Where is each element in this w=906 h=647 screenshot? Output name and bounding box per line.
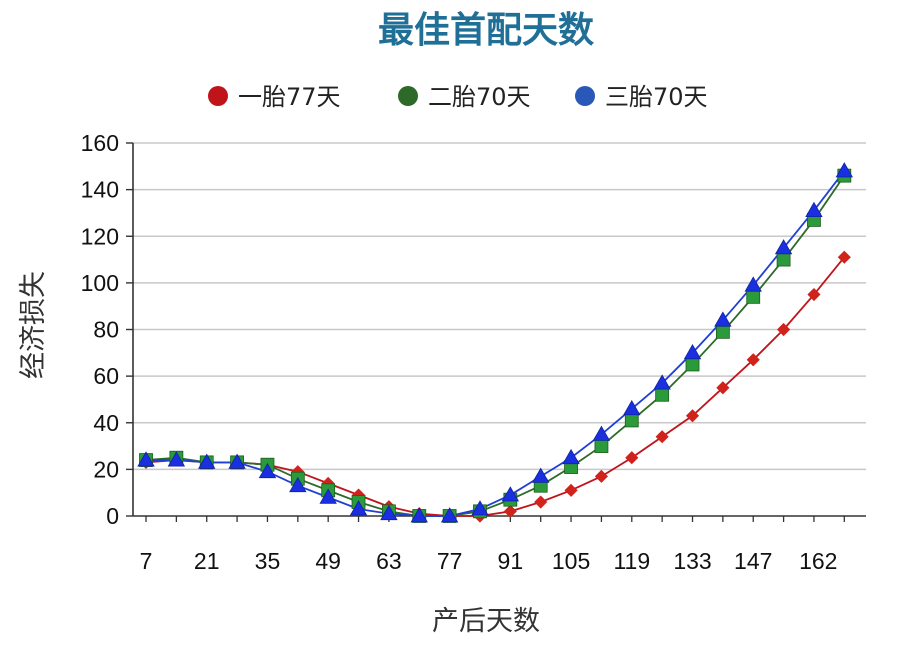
data-point-triangle — [167, 451, 186, 467]
x-tick-label: 63 — [376, 548, 402, 574]
legend-label: 二胎70天 — [428, 83, 531, 111]
y-tick-label: 0 — [106, 503, 119, 529]
data-point-triangle — [774, 239, 793, 255]
data-point-triangle — [623, 399, 641, 416]
x-tick-label: 7 — [140, 548, 153, 574]
data-point-square — [594, 439, 609, 453]
y-tick-label: 120 — [81, 223, 119, 249]
legend: 一胎77天 二胎70天 三胎70天 — [208, 83, 708, 111]
data-point-square — [624, 413, 639, 428]
data-point-triangle — [440, 507, 459, 523]
data-point-triangle — [501, 486, 520, 502]
legend-marker — [398, 86, 418, 106]
series-line — [145, 175, 846, 517]
data-point-diamond — [807, 287, 821, 302]
data-point-diamond — [655, 430, 669, 444]
y-tick-label: 140 — [81, 177, 119, 203]
data-point-square — [776, 252, 791, 267]
x-tick-label: 77 — [437, 548, 463, 574]
x-tick-label: 133 — [673, 548, 711, 574]
data-point-diamond — [716, 381, 730, 395]
x-tick-label: 91 — [498, 548, 524, 574]
x-tick-label: 162 — [799, 548, 837, 574]
legend-item: 二胎70天 — [398, 83, 531, 111]
data-point-triangle — [562, 448, 580, 465]
x-tick-label: 147 — [734, 548, 772, 574]
series-square — [145, 175, 846, 517]
data-point-diamond — [685, 409, 700, 423]
data-point-square — [655, 387, 670, 402]
data-point-diamond — [503, 504, 517, 518]
y-tick-label: 40 — [93, 410, 119, 436]
data-point-triangle — [805, 201, 823, 218]
data-point-triangle — [683, 344, 702, 360]
data-point-triangle — [319, 488, 337, 504]
legend-item: 三胎70天 — [575, 83, 708, 111]
data-point-diamond — [837, 250, 851, 264]
x-tick-label: 119 — [613, 548, 650, 574]
legend-marker — [575, 86, 595, 106]
grid — [133, 142, 866, 471]
y-ticks: 0 20 40 60 80 100 120 140 160 — [81, 130, 133, 529]
series-markers-diamond — [139, 250, 851, 523]
series-line — [145, 256, 846, 517]
x-tick-label: 105 — [552, 548, 590, 574]
series-layer — [137, 162, 854, 523]
data-point-triangle — [137, 451, 155, 467]
y-tick-label: 60 — [93, 363, 119, 389]
data-point-square — [746, 289, 761, 304]
data-point-triangle — [410, 507, 428, 523]
x-tick-label: 49 — [315, 548, 341, 574]
legend-marker — [208, 86, 228, 106]
x-tick-label: 21 — [194, 548, 220, 574]
chart-title: 最佳首配天数 — [378, 10, 594, 51]
y-tick-label: 100 — [81, 270, 119, 296]
data-point-triangle — [289, 476, 307, 493]
x-ticks: 7 21 35 49 63 77 91 105 119 133 147 162 — [140, 516, 845, 574]
data-point-triangle — [714, 311, 732, 327]
data-point-triangle — [228, 453, 246, 469]
data-point-triangle — [258, 462, 277, 479]
data-point-triangle — [744, 276, 762, 292]
y-tick-label: 80 — [93, 317, 119, 343]
data-point-diamond — [777, 322, 791, 337]
legend-item: 一胎77天 — [208, 83, 341, 111]
data-point-triangle — [835, 162, 854, 178]
data-point-triangle — [198, 453, 216, 469]
x-tick-label: 35 — [255, 548, 281, 574]
data-point-diamond — [534, 495, 548, 509]
y-tick-label: 20 — [93, 456, 119, 482]
data-point-diamond — [594, 469, 608, 483]
data-point-triangle — [592, 425, 611, 441]
data-point-diamond — [625, 451, 639, 465]
data-point-triangle — [349, 500, 368, 516]
data-point-diamond — [746, 353, 760, 367]
series-markers-triangle — [137, 162, 854, 523]
legend-label: 三胎70天 — [605, 83, 708, 111]
data-point-triangle — [532, 467, 550, 483]
series-diamond — [145, 256, 846, 517]
y-tick-label: 160 — [81, 130, 119, 156]
data-point-square — [685, 357, 700, 372]
y-axis-label: 经济损失 — [18, 271, 49, 379]
legend-label: 一胎77天 — [238, 83, 341, 111]
data-point-square — [715, 324, 730, 339]
data-point-diamond — [564, 483, 578, 497]
x-axis-label: 产后天数 — [432, 606, 540, 637]
data-point-triangle — [471, 500, 489, 516]
data-point-triangle — [380, 504, 398, 521]
data-point-triangle — [653, 374, 671, 390]
